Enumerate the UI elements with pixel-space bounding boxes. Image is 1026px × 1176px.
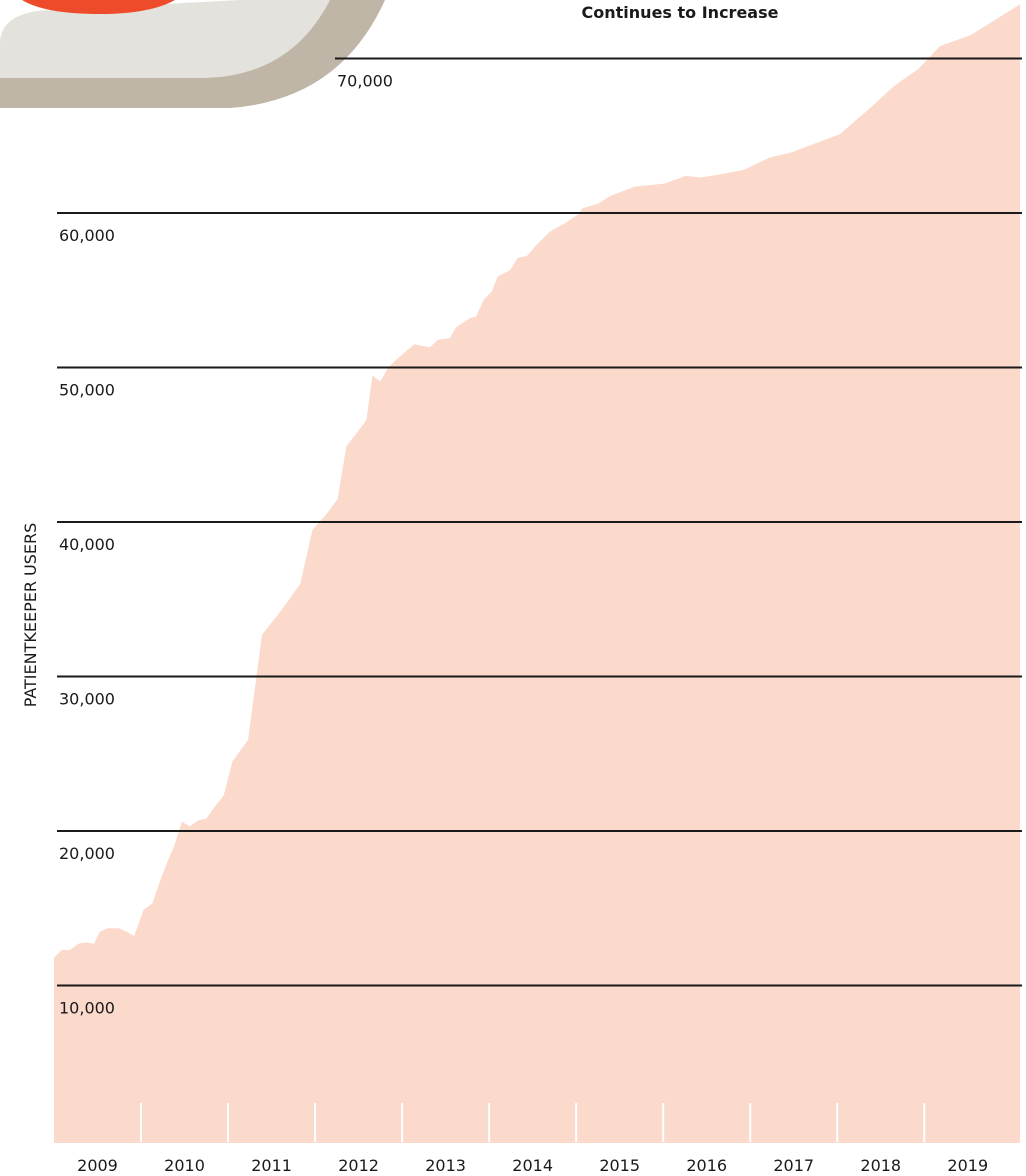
- x-tick-label: 2012: [338, 1156, 379, 1175]
- x-tick-label: 2014: [512, 1156, 553, 1175]
- area: [54, 4, 1020, 1143]
- x-tick-label: 2018: [860, 1156, 901, 1175]
- y-tick-label: 10,000: [59, 999, 115, 1018]
- chart-title: Continues to Increase: [582, 3, 779, 22]
- x-tick-label: 2013: [425, 1156, 466, 1175]
- x-tick-label: 2019: [947, 1156, 988, 1175]
- y-tick-label: 20,000: [59, 844, 115, 863]
- x-tick-label: 2017: [773, 1156, 814, 1175]
- x-tick-label: 2011: [251, 1156, 292, 1175]
- x-tick-label: 2009: [77, 1156, 118, 1175]
- y-tick-label: 70,000: [337, 72, 393, 91]
- decor-circle: [22, 0, 175, 14]
- x-tick-label: 2016: [686, 1156, 727, 1175]
- decor-band-light: [0, 0, 330, 78]
- x-tick-label: 2010: [164, 1156, 205, 1175]
- y-tick-label: 50,000: [59, 381, 115, 400]
- x-tick-label: 2015: [599, 1156, 640, 1175]
- y-tick-label: 30,000: [59, 690, 115, 709]
- y-tick-label: 40,000: [59, 535, 115, 554]
- y-tick-label: 60,000: [59, 226, 115, 245]
- y-axis-label: PATIENTKEEPER USERS: [21, 523, 40, 708]
